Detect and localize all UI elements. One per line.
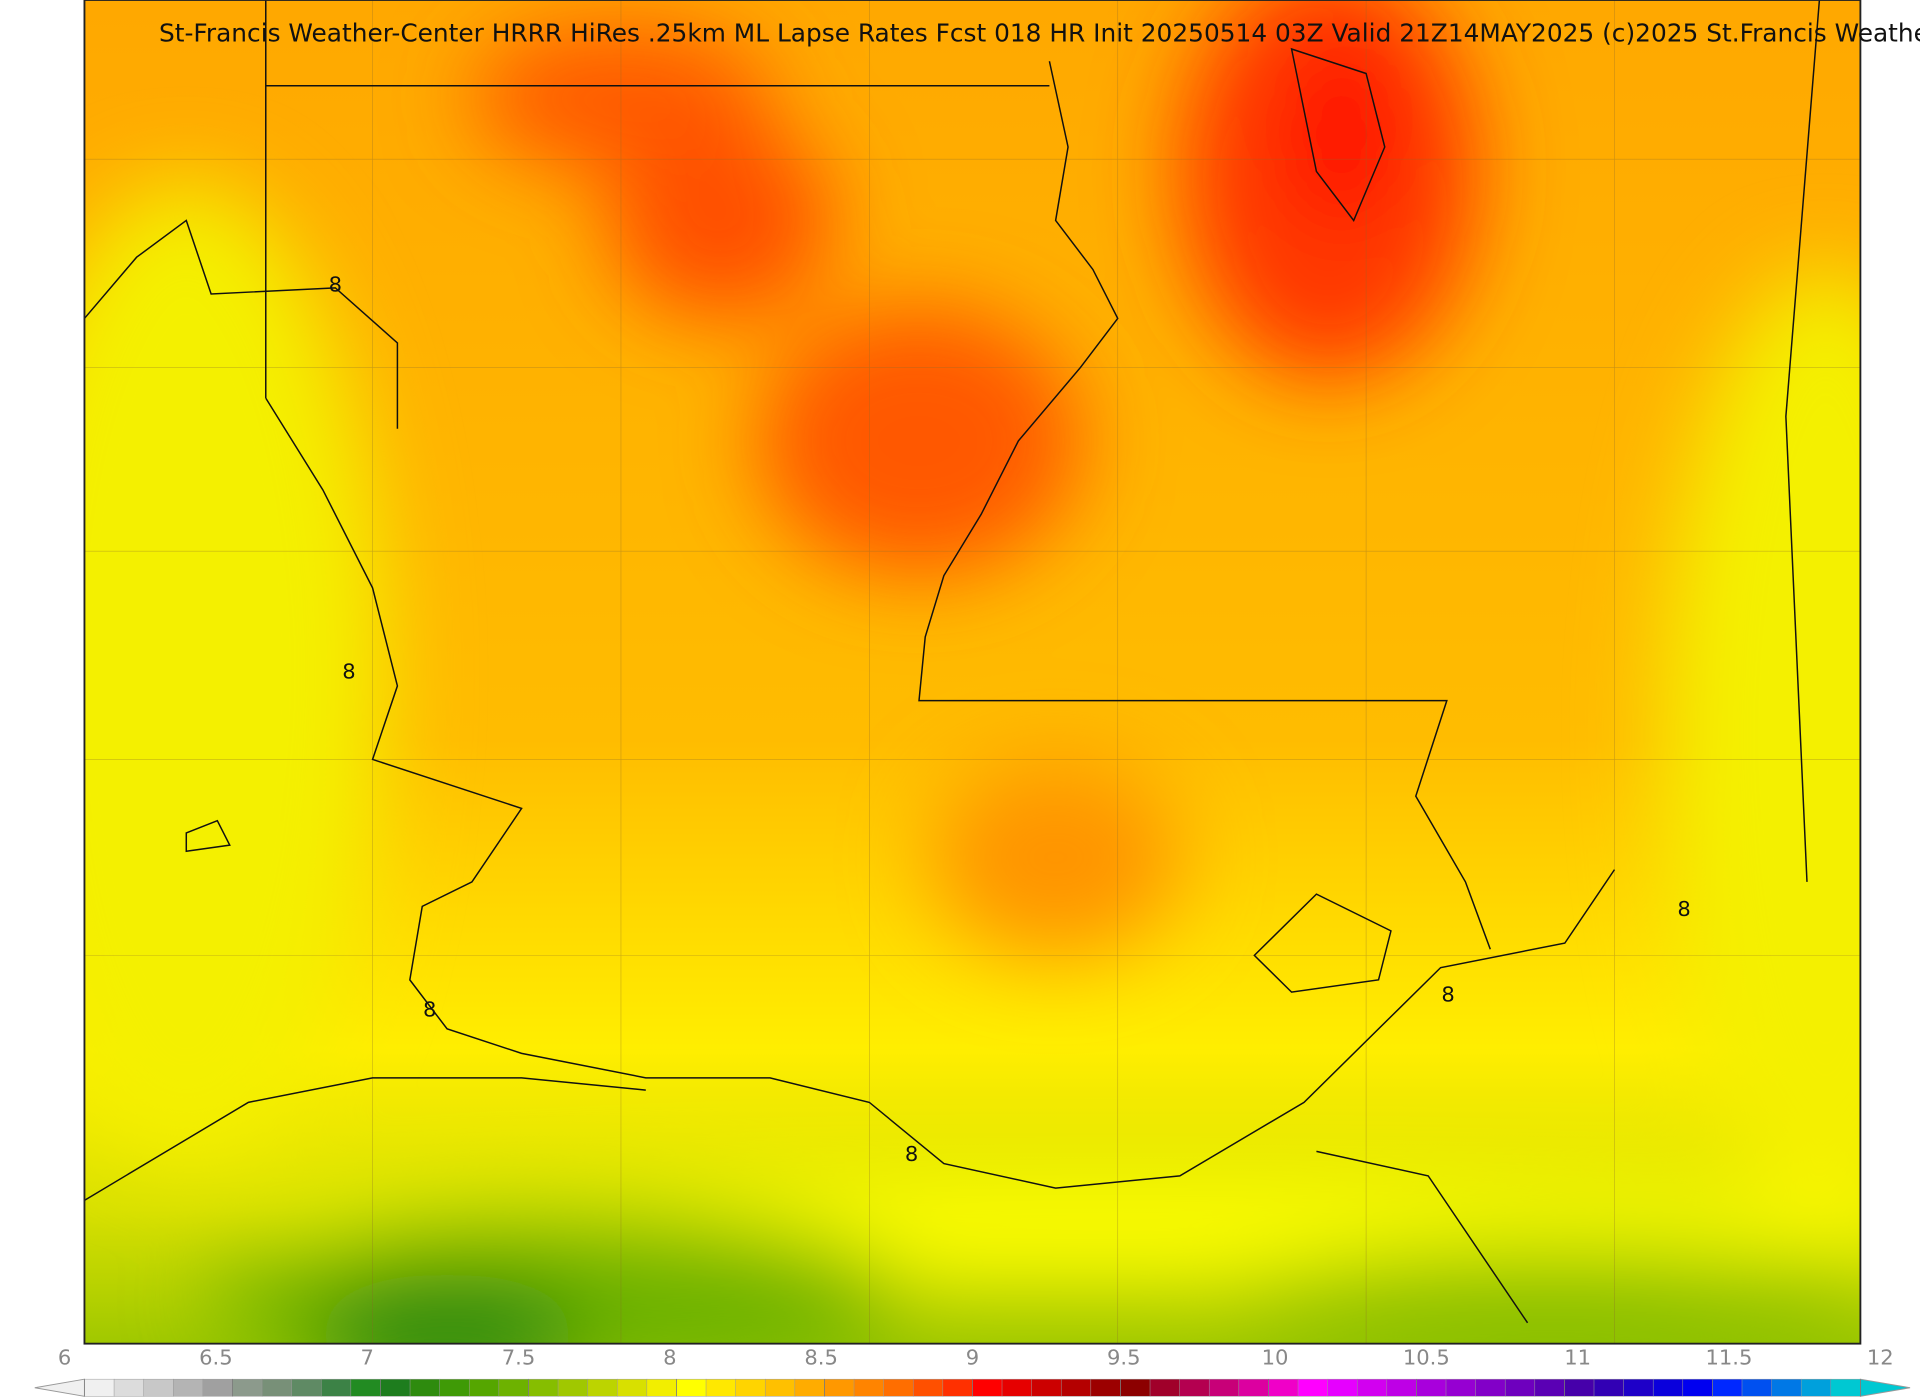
colorbar-swatch <box>1386 1378 1418 1397</box>
colorbar-swatch <box>409 1378 441 1397</box>
colorbar-swatch <box>1090 1378 1122 1397</box>
map-title: St-Francis Weather-Center HRRR HiRes .25… <box>159 19 1920 48</box>
colorbar-swatch <box>735 1378 766 1397</box>
colorbar-swatch <box>942 1378 974 1397</box>
colorbar-tick-label: 11 <box>1564 1346 1591 1370</box>
colorbar-swatch <box>1830 1378 1862 1397</box>
colorbar-swatch <box>1179 1378 1210 1397</box>
colorbar-swatch <box>705 1378 737 1397</box>
colorbar-swatch <box>972 1378 1003 1397</box>
colorbar-tick-label: 9.5 <box>1107 1346 1141 1370</box>
colorbar-swatch <box>1060 1378 1092 1397</box>
colorbar-tick-label: 8 <box>663 1346 676 1370</box>
colorbar-swatch <box>172 1378 204 1397</box>
colorbar-swatch <box>1149 1378 1181 1397</box>
colorbar-swatch <box>883 1378 914 1397</box>
colorbar-tick-label: 6 <box>58 1346 71 1370</box>
contour-label: 8 <box>329 272 342 296</box>
colorbar-extend-high <box>1859 1378 1911 1397</box>
colorbar-tick-label: 7 <box>360 1346 373 1370</box>
colorbar-swatch <box>1771 1378 1802 1397</box>
colorbar-swatch <box>1416 1378 1447 1397</box>
colorbar-swatch <box>320 1378 352 1397</box>
colorbar-swatch <box>1208 1378 1240 1397</box>
colorbar-swatch <box>1504 1378 1536 1397</box>
contour-label: 8 <box>342 660 355 684</box>
contour-label: 8 <box>1441 983 1454 1007</box>
colorbar-swatch <box>764 1378 796 1397</box>
colorbar-swatch <box>557 1378 589 1397</box>
map-frame <box>83 0 1862 1345</box>
colorbar-swatch <box>1238 1378 1270 1397</box>
colorbar-tick-label: 7.5 <box>502 1346 536 1370</box>
colorbar-swatch <box>143 1378 174 1397</box>
colorbar-tick-label: 11.5 <box>1705 1346 1752 1370</box>
colorbar-swatch <box>1800 1378 1832 1397</box>
colorbar-tick-label: 12 <box>1867 1346 1894 1370</box>
colorbar-swatch <box>202 1378 234 1397</box>
colorbar-tick-label: 9 <box>966 1346 979 1370</box>
colorbar-swatch <box>291 1378 322 1397</box>
colorbar-swatch <box>498 1378 530 1397</box>
colorbar-swatch <box>1652 1378 1684 1397</box>
colorbar-swatch <box>676 1378 707 1397</box>
contour-labels: 8 8 8 8 8 8 <box>329 272 1691 1165</box>
colorbar-swatch <box>261 1378 293 1397</box>
colorbar-swatch <box>1682 1378 1714 1397</box>
colorbar-swatch <box>1268 1378 1299 1397</box>
colorbar-swatch <box>232 1378 263 1397</box>
colorbar-swatch <box>1356 1378 1388 1397</box>
colorbar-swatch <box>1564 1378 1595 1397</box>
colorbar-extend-low <box>34 1378 85 1397</box>
colorbar-swatch <box>350 1378 382 1397</box>
colorbar-swatch <box>794 1378 826 1397</box>
colorbar-swatch <box>528 1378 559 1397</box>
colorbar-swatch <box>1120 1378 1151 1397</box>
colorbar-swatch <box>1475 1378 1506 1397</box>
colorbar-swatch <box>1297 1378 1329 1397</box>
colorbar-swatch <box>1031 1378 1062 1397</box>
colorbar-tick-label: 10.5 <box>1403 1346 1450 1370</box>
colorbar-swatch <box>468 1378 500 1397</box>
colorbar-swatch <box>824 1378 855 1397</box>
colorbar-swatch <box>380 1378 411 1397</box>
colorbar-swatch <box>1534 1378 1566 1397</box>
colorbar-swatch <box>912 1378 944 1397</box>
colorbar-swatch <box>439 1378 470 1397</box>
colorbar-tick-label: 6.5 <box>199 1346 233 1370</box>
colorbar-swatch <box>84 1378 115 1397</box>
colorbar-tick-label: 10 <box>1262 1346 1289 1370</box>
colorbar-swatch <box>616 1378 648 1397</box>
colorbar-swatch <box>1001 1378 1033 1397</box>
colorbar-tick-label: 8.5 <box>804 1346 838 1370</box>
colorbar-swatch <box>1623 1378 1654 1397</box>
colorbar-swatch <box>646 1378 678 1397</box>
contour-label: 8 <box>1677 897 1690 921</box>
contour-label: 8 <box>423 998 436 1022</box>
colorbar-swatch <box>587 1378 618 1397</box>
colorbar-swatch <box>1593 1378 1625 1397</box>
colorbar-swatch <box>1327 1378 1358 1397</box>
contour-label: 8 <box>905 1142 918 1166</box>
colorbar-swatch <box>1445 1378 1477 1397</box>
colorbar: 6 6.5 7 7.5 8 8.5 9 9.5 10 10.5 11 11.5 12 <box>34 1346 1911 1397</box>
colorbar-swatch <box>853 1378 885 1397</box>
colorbar-swatch <box>113 1378 145 1397</box>
colorbar-swatch <box>1741 1378 1773 1397</box>
colorbar-swatch <box>1712 1378 1743 1397</box>
